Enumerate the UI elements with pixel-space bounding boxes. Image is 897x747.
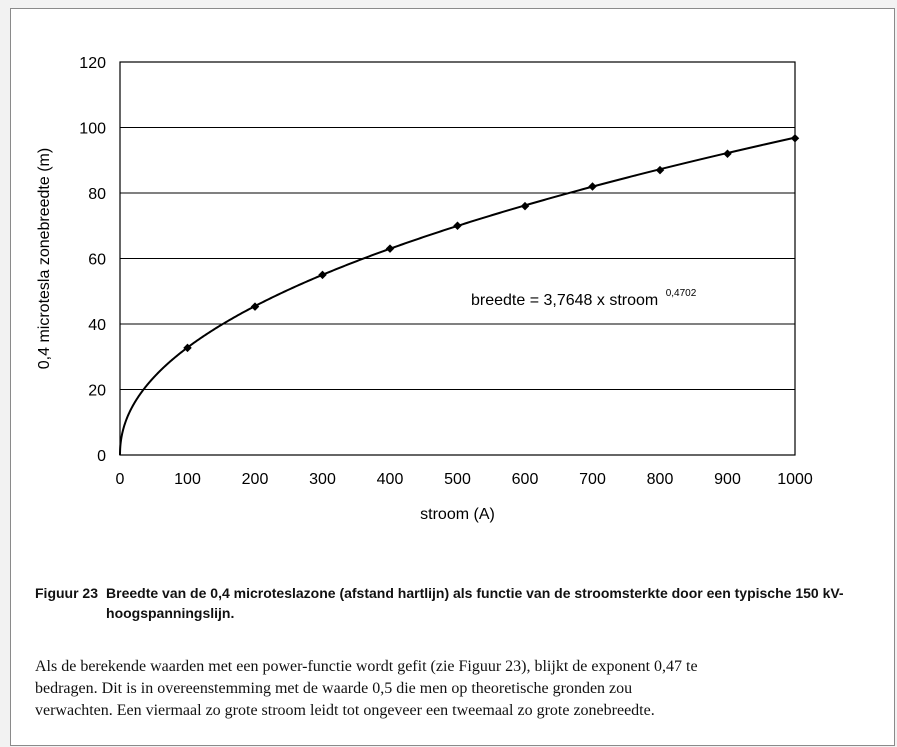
x-tick-label: 800 [647,471,674,488]
fit-curve [119,136,796,455]
body-line: Als de berekende waarden met een power-f… [35,658,698,675]
body-line: bedragen. Dit is in overeenstemming met … [35,680,633,697]
x-tick-label: 0 [116,471,125,488]
data-point [655,165,665,175]
x-tick-label: 1000 [777,471,813,488]
x-tick-label: 100 [174,471,201,488]
x-tick-labels: 0 100 200 300 400 500 600 700 800 900 1000 [116,471,813,488]
x-tick-label: 400 [377,471,404,488]
x-tick-label: 900 [714,471,741,488]
y-tick-label: 80 [88,186,106,203]
power-fit-chart: 0 20 40 60 80 100 120 0 100 200 300 400 500 600 700 80… [36,55,813,523]
data-point [588,182,597,191]
x-axis-label: stroom (A) [420,506,495,523]
y-tick-label: 60 [88,252,106,269]
data-point [453,221,462,230]
x-tick-label: 200 [242,471,269,488]
data-point [318,270,327,280]
y-tick-label: 20 [88,383,106,400]
y-tick-label: 120 [79,55,106,72]
fit-equation-exponent: 0,4702 [666,288,697,299]
y-tick-label: 40 [88,317,106,334]
x-tick-label: 500 [444,471,471,488]
body-paragraph: Als de berekende waarden met een power-f… [35,656,894,722]
y-tick-label: 0 [97,448,106,465]
data-point [385,244,395,253]
x-tick-label: 600 [512,471,539,488]
data-point [723,149,732,158]
y-axis-label: 0,4 microtesla zonebreedte (m) [36,148,53,369]
body-line: verwachten. Een viermaal zo grote stroom… [35,702,655,719]
data-point [520,201,530,211]
data-points [183,134,800,353]
y-tick-label: 100 [79,121,106,138]
figure-caption-text: Breedte van de 0,4 microteslazone (afsta… [106,585,844,621]
figure-caption: Figuur 23 Breedte van de 0,4 microteslaz… [35,583,875,623]
data-point [790,134,800,143]
fit-equation: breedte = 3,7648 x stroom 0,4702 [471,288,697,309]
y-tick-labels: 0 20 40 60 80 100 120 [79,55,106,465]
plot-frame [119,61,796,456]
chart-grid [120,127,795,390]
figure-number: Figuur 23 [35,585,99,601]
data-point [250,302,260,311]
x-tick-label: 700 [579,471,606,488]
fit-equation-text: breedte = 3,7648 x stroom [471,292,658,309]
x-tick-label: 300 [309,471,336,488]
data-point [183,343,192,353]
document-page: 0 20 40 60 80 100 120 0 100 200 300 400 500 600 700 80… [10,8,895,746]
